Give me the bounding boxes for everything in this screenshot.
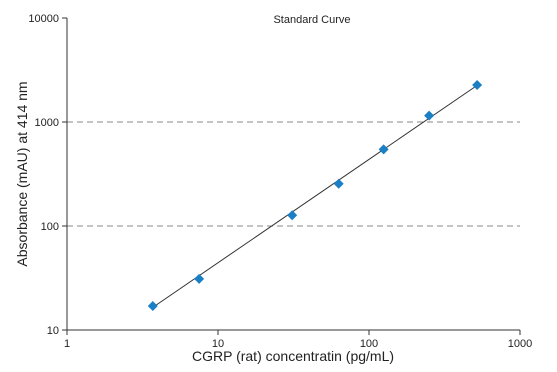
y-tick-label-3: 10000 <box>28 13 59 25</box>
chart-title: Standard Curve <box>273 14 350 26</box>
y-tick-label-2: 1000 <box>35 117 59 129</box>
data-point-0-2 <box>287 210 298 221</box>
x-axis-title: CGRP (rat) concentratin (pg/mL) <box>192 348 394 364</box>
data-points <box>147 79 483 312</box>
data-point-0-5 <box>424 110 435 121</box>
y-tick-label-0: 10 <box>47 325 59 337</box>
x-tick-label-1: 10 <box>212 338 224 350</box>
axis-ticks: 1 10 100 1000 10 100 1000 10000 <box>28 13 532 350</box>
data-point-0-3 <box>333 178 344 189</box>
y-axis-title: Absorbance (mAU) at 414 nm <box>14 81 30 266</box>
fit-line-layer <box>152 84 478 308</box>
data-point-0-6 <box>472 79 483 90</box>
fit-line <box>152 84 478 308</box>
x-tick-label-2: 100 <box>360 338 378 350</box>
x-tick-label-0: 1 <box>64 338 70 350</box>
grid-lines <box>67 121 520 227</box>
data-point-0-4 <box>378 144 389 155</box>
data-point-0-1 <box>194 273 205 284</box>
x-tick-label-3: 1000 <box>508 338 532 350</box>
data-point-0-0 <box>147 301 158 312</box>
y-tick-label-1: 100 <box>41 221 59 233</box>
